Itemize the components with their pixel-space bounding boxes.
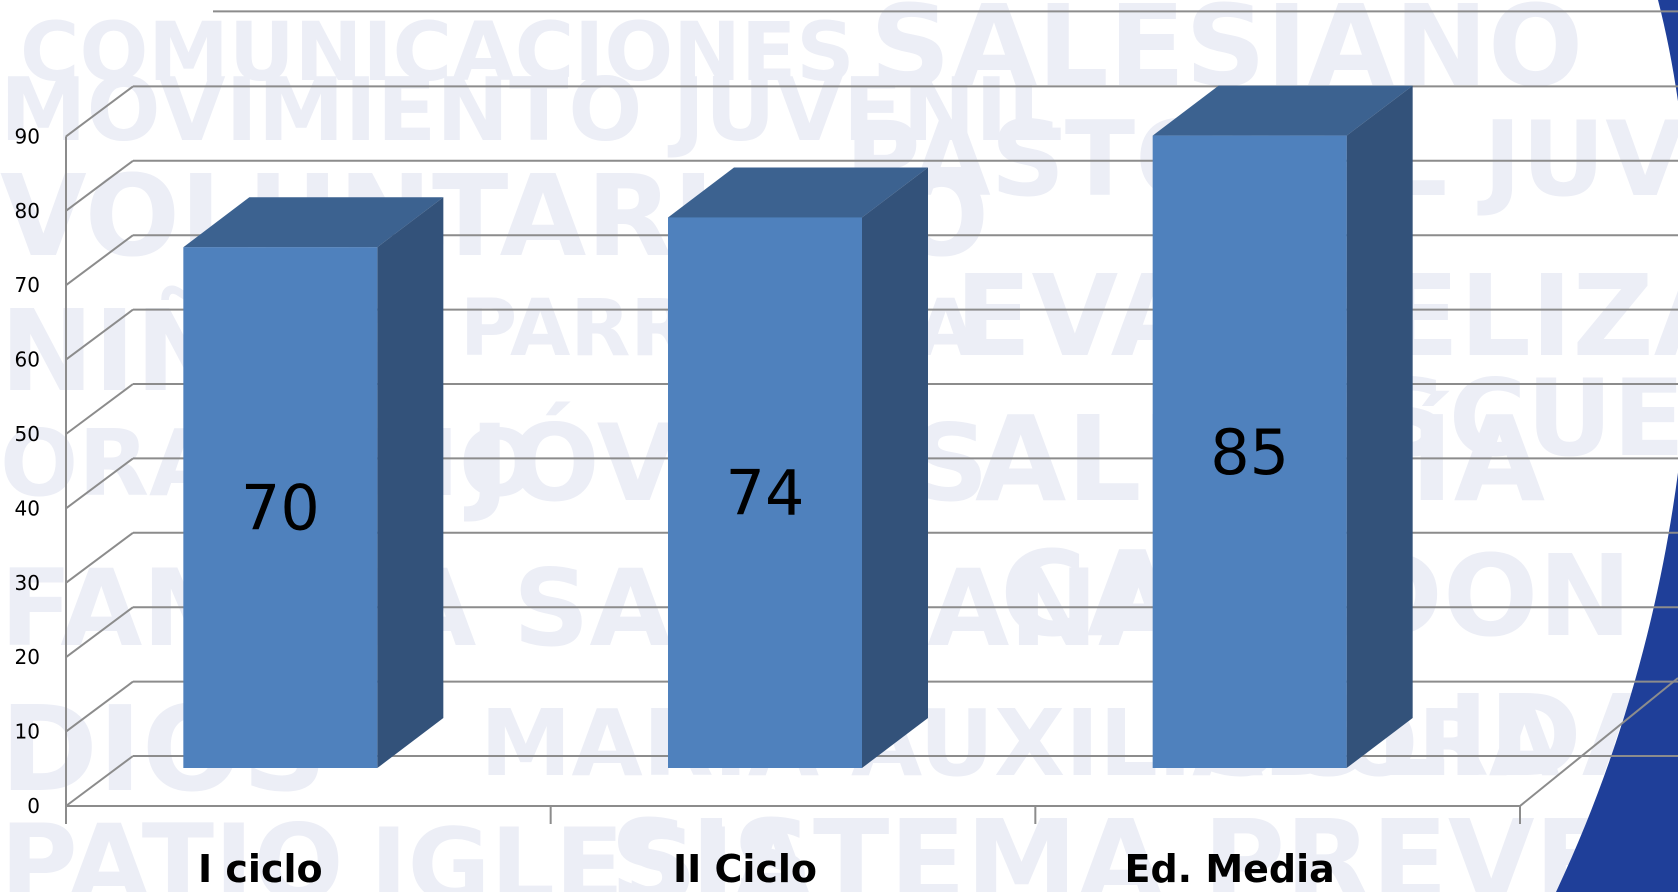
y-tick-label: 50 <box>15 422 40 446</box>
gridline-side <box>65 606 134 659</box>
bar-top-face <box>1152 85 1413 136</box>
x-axis-categories: I ciclo II Ciclo Ed. Media <box>198 847 1335 891</box>
watermark-word: MOVIMIENTO JUVENIL <box>0 59 1063 161</box>
bar: 70 <box>183 197 444 768</box>
gridline-side <box>65 85 134 138</box>
y-tick-label: 0 <box>27 794 40 818</box>
gridline-side <box>65 383 134 435</box>
bar-side-face <box>862 167 928 768</box>
gridline-side <box>65 755 134 807</box>
bar-front-face <box>668 217 862 768</box>
watermark-word: IGLESIA <box>370 806 812 892</box>
bar-data-label: 85 <box>1210 416 1289 489</box>
y-tick-label: 20 <box>15 645 40 669</box>
bar: 74 <box>668 167 928 768</box>
gridline-side <box>65 308 134 361</box>
x-category-label: II Ciclo <box>673 847 817 891</box>
y-tick-label: 10 <box>15 720 40 744</box>
watermark-word: PATIO <box>0 802 344 892</box>
chart-bars: 70 74 85 <box>183 85 1413 769</box>
y-tick-label: 90 <box>15 124 40 148</box>
gridline-side <box>65 531 134 584</box>
x-category-label: Ed. Media <box>1125 847 1335 891</box>
floor-right-edge <box>1519 677 1678 807</box>
gridline-side <box>65 457 134 510</box>
y-tick-label: 80 <box>15 199 40 223</box>
bar-side-face <box>1346 85 1413 769</box>
x-category-label: I ciclo <box>198 847 323 891</box>
bar-top-face <box>183 197 444 248</box>
watermark-word: SISTEMA PREVENTIVO <box>610 797 1678 892</box>
bar-data-label: 74 <box>726 457 805 530</box>
gridline-side <box>65 234 134 287</box>
corner-accent-shape <box>1556 0 1678 892</box>
bar-front-face <box>183 247 378 768</box>
y-tick-label: 60 <box>15 348 40 372</box>
bar-data-label: 70 <box>241 472 320 545</box>
y-tick-label: 70 <box>15 273 40 297</box>
watermark-word: COMUNICACIONES <box>20 6 855 100</box>
bar-top-face <box>668 167 928 218</box>
gridline-side <box>65 680 134 733</box>
bar: 85 <box>1152 85 1413 769</box>
y-tick-label: 40 <box>15 496 40 520</box>
y-tick-label: 30 <box>15 571 40 595</box>
gridline-side <box>65 159 134 212</box>
bar-front-face <box>1152 135 1347 769</box>
bar-side-face <box>377 197 444 768</box>
y-axis-ticks: 0 10 20 30 40 50 60 70 80 90 <box>15 124 40 818</box>
